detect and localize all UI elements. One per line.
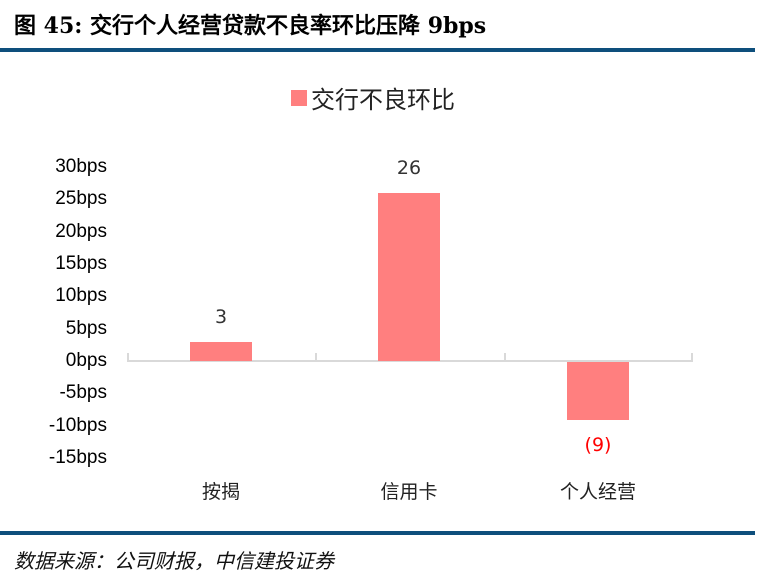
- y-tick-label: 5bps: [65, 317, 107, 339]
- y-tick-label: -15bps: [48, 447, 107, 469]
- x-axis-tick: [315, 353, 317, 361]
- bar: [378, 192, 440, 361]
- title-divider: [0, 48, 755, 52]
- y-tick-label: 30bps: [55, 155, 107, 177]
- chart-legend: 交行不良环比: [291, 80, 455, 115]
- y-tick-label: 15bps: [55, 252, 107, 274]
- data-source: 数据来源：公司财报，中信建投证券: [14, 549, 334, 573]
- bar: [190, 341, 252, 361]
- y-tick-label: 0bps: [65, 350, 107, 371]
- data-label: 26: [396, 156, 422, 179]
- y-tick-label: 10bps: [55, 285, 107, 307]
- data-label: 3: [214, 305, 228, 328]
- legend-swatch-icon: [291, 89, 307, 106]
- x-category-label: 按揭: [201, 481, 241, 503]
- x-axis-tick: [504, 353, 506, 361]
- data-label: (9): [584, 434, 612, 457]
- x-category-label: 个人经营: [559, 481, 637, 503]
- y-tick-label: 20bps: [55, 220, 107, 242]
- y-tick-label: 25bps: [55, 188, 107, 210]
- x-axis-line: [127, 360, 693, 362]
- y-tick-label: -10bps: [48, 414, 107, 436]
- x-category-label: 信用卡: [380, 481, 438, 503]
- x-axis-tick: [691, 353, 693, 361]
- figure-title: 图 45: 交行个人经营贷款不良率环比压降 9bps: [14, 13, 487, 39]
- legend-label: 交行不良环比: [311, 86, 455, 114]
- x-axis-tick: [127, 353, 129, 361]
- bar: [567, 362, 629, 421]
- y-tick-label: -5bps: [59, 382, 107, 404]
- footer-divider: [0, 531, 755, 535]
